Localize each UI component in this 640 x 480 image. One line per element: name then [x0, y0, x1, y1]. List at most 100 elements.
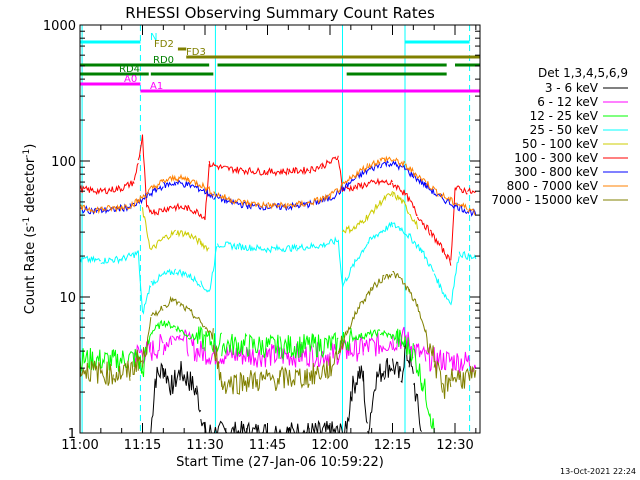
series-segment-7-4: [137, 186, 152, 204]
series-segment-7-13: [267, 201, 289, 210]
series-segment-6-4: [137, 191, 152, 205]
series-segment-7-26: [438, 191, 456, 206]
series-segment-5-11: [204, 163, 210, 220]
series-segment-4-3: [175, 230, 189, 238]
series-segment-8-26: [417, 303, 427, 333]
series-segment-7-27: [454, 202, 468, 211]
series-segment-8-7: [163, 295, 173, 309]
y-tick-label-0: 1: [68, 427, 76, 442]
series-segment-7-11: [229, 197, 248, 207]
series-segment-0-19: [408, 353, 414, 374]
series-segment-8-6: [150, 305, 164, 317]
series-segment-3-5: [150, 273, 164, 286]
series-segment-7-1: [96, 204, 114, 215]
series-segment-5-6: [146, 204, 156, 216]
series-segment-7-0: [80, 204, 98, 214]
series-segment-6-19: [367, 163, 381, 172]
series-segment-6-24: [412, 172, 427, 188]
series-segment-0-20: [413, 382, 423, 432]
series-segment-3-24: [421, 249, 435, 272]
series-segment-8-12: [212, 345, 223, 387]
y-axis-label-mid: detector: [23, 157, 38, 217]
series-segment-8-9: [179, 302, 193, 316]
series-segment-0-2: [162, 368, 173, 396]
legend-title: Det 1,3,4,5,6,9: [538, 66, 628, 80]
series-segment-5-32: [450, 188, 456, 261]
series-segment-7-7: [175, 173, 189, 183]
series-segment-3-17: [342, 258, 356, 288]
series-segment-8-23: [392, 271, 401, 279]
flag-label-RD4: RD4: [119, 64, 140, 75]
series-segment-5-9: [187, 205, 202, 218]
series-segment-2-19: [421, 378, 431, 417]
series-segment-4-1: [150, 236, 164, 251]
series-segment-3-16: [337, 239, 343, 286]
series-segment-7-6: [162, 174, 177, 184]
series-segment-2-16: [379, 329, 398, 341]
series-segment-3-9: [200, 280, 210, 293]
y-tick-label-1: 10: [59, 291, 76, 306]
series-segment-2-9: [221, 332, 248, 357]
series-segment-3-11: [217, 241, 239, 251]
series-segment-0-13: [367, 389, 377, 435]
series-segment-8-22: [383, 273, 393, 280]
series-segment-8-14: [246, 369, 281, 392]
series-segment-8-13: [221, 372, 248, 395]
series-segment-0-12: [362, 370, 368, 424]
x-tick-label-4: 12:00: [311, 438, 348, 453]
series-segment-1-12: [379, 341, 393, 353]
x-axis: 11:00 11:15 11:30 11:45 12:00 12:15 12:30: [61, 25, 477, 453]
x-tick-label-1: 11:15: [124, 438, 161, 453]
y-axis: 1 10 100 1000: [43, 19, 480, 442]
flag-label-FD3: FD3: [186, 47, 206, 58]
series-segment-2-15: [362, 329, 381, 340]
flag-label-N: N: [150, 32, 157, 43]
series-segment-4-2: [163, 229, 176, 240]
series-segment-3-22: [400, 226, 410, 240]
series-7: [80, 155, 476, 216]
series-segment-5-4: [137, 134, 143, 161]
series-segment-7-18: [354, 163, 368, 179]
series-segment-4-13: [400, 197, 410, 215]
series-segment-6-14: [287, 201, 310, 211]
series-segment-5-27: [408, 197, 418, 217]
x-tick-label-5: 12:15: [374, 438, 411, 453]
series-segment-8-29: [442, 374, 452, 399]
series-segment-3-15: [321, 236, 339, 249]
series-segment-7-25: [425, 181, 439, 197]
series-segment-1-3: [171, 334, 181, 342]
series-segment-5-24: [383, 179, 393, 186]
series-segment-7-15: [308, 193, 331, 206]
x-tick-label-0: 11:00: [61, 438, 98, 453]
series-segment-8-20: [358, 286, 373, 309]
series-segment-2-2: [137, 355, 143, 374]
series-segment-3-13: [267, 243, 298, 254]
series-segment-6-16: [329, 186, 343, 201]
y-axis-label-main: Count Rate (s: [23, 226, 38, 315]
series-segment-5-19: [329, 155, 339, 164]
series-segment-5-14: [246, 166, 268, 176]
legend-entry-label-8: 7000 - 15000 keV: [491, 193, 598, 207]
series-segment-3-1: [100, 255, 123, 265]
series-segment-3-12: [237, 242, 268, 254]
series-segment-7-9: [200, 181, 214, 197]
series-segment-7-16: [329, 182, 343, 200]
series-segment-4-9: [354, 209, 373, 230]
series-segment-8-17: [329, 350, 339, 377]
series-segment-3-26: [442, 292, 451, 304]
chart-title: RHESSI Observing Summary Count Rates: [125, 4, 435, 22]
series-segment-0-14: [375, 363, 385, 390]
series-segment-0-0: [150, 380, 156, 434]
series-segment-7-19: [367, 159, 381, 170]
series-segment-7-24: [412, 172, 427, 183]
series-segment-8-2: [113, 360, 131, 383]
series-segment-2-5: [162, 320, 177, 330]
x-tick-label-3: 11:45: [249, 438, 286, 453]
series-segment-2-3: [142, 333, 152, 378]
y-axis-label-sup2: -1: [22, 149, 32, 158]
series-segment-7-5: [150, 178, 164, 191]
series-segment-1-2: [162, 335, 173, 356]
series-segment-2-4: [150, 319, 164, 335]
